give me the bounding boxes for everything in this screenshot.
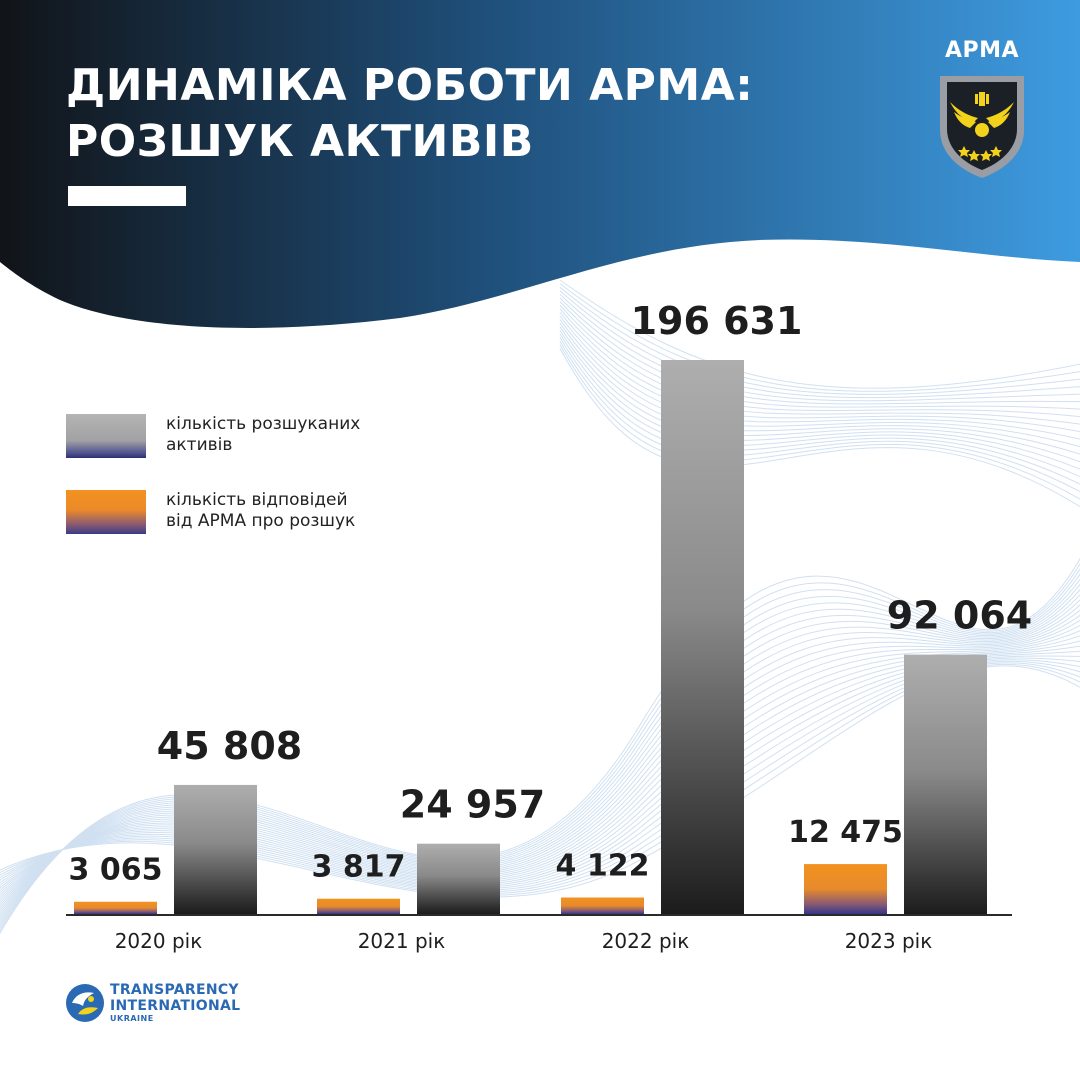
wave-line [559,279,1080,389]
wave-line [559,304,1080,418]
wave-line [559,286,1080,395]
wave-line [559,290,1080,399]
legend-label-assets-line2: активів [166,435,233,455]
wave-line [559,308,1080,425]
legend-swatch-orange [66,490,146,534]
response-bar-4 [804,864,887,914]
asset-value-label-3: 196 631 [631,299,803,343]
title-line-2: РОЗШУК АКТИВІВ [66,116,534,167]
wave-line [0,604,1080,912]
wave-line [559,294,1080,402]
asset-value-label-4: 92 064 [887,594,1032,638]
legend-label-responses-line1: кількість відповідей [166,490,348,510]
ti-org-line2: INTERNATIONAL [110,998,241,1014]
wave-line [0,614,1080,907]
globe-icon [66,984,104,1022]
response-value-label-1: 3 065 [69,853,163,888]
wave-line [559,330,1080,470]
arma-logo: АРМА [930,38,1034,184]
asset-bar-2 [417,843,500,914]
wave-line [559,340,1080,493]
wave-line [559,326,1080,463]
wave-line [559,283,1080,392]
legend-swatch-gray [66,414,146,458]
response-bar-3 [561,897,644,914]
response-value-label-2: 3 817 [312,850,406,885]
asset-bar-3 [661,360,744,914]
wave-line [559,333,1080,478]
asset-bar-4 [904,654,987,914]
transparency-international-logo: TRANSPARENCY INTERNATIONAL UKRAINE [64,980,284,1030]
wave-line [559,312,1080,433]
legend-label-responses: кількість відповідей від АРМА про розшук [166,490,466,532]
wave-line [0,624,1080,902]
ti-org-name: TRANSPARENCY INTERNATIONAL [110,982,240,1014]
shield-icon [940,76,1024,178]
page-title: ДИНАМІКА РОБОТИ АРМА: РОЗШУК АКТИВІВ [66,58,753,170]
wave-line [559,315,1080,440]
arma-logo-text: АРМА [944,38,1020,63]
response-bar-2 [317,898,400,914]
asset-bar-1 [174,784,257,914]
wave-line [559,337,1080,485]
wave-line [0,630,1080,899]
response-value-label-3: 4 122 [556,849,650,884]
asset-value-label-1: 45 808 [157,724,302,768]
header-band [0,0,1080,329]
category-label-3: 2022 рік [602,929,690,953]
legend-item-responses: кількість відповідей від АРМА про розшук [66,490,486,540]
wave-line [559,348,1080,508]
legend-label-assets-line1: кількість розшуканих [166,414,361,434]
wave-line [559,297,1080,405]
category-label-1: 2020 рік [115,929,203,953]
response-value-label-4: 12 475 [788,815,903,850]
legend-label-responses-line2: від АРМА про розшук [166,511,356,531]
wave-line [559,344,1080,500]
wave-line [559,322,1080,455]
title-line-1: ДИНАМІКА РОБОТИ АРМА: [66,60,754,111]
category-label-4: 2023 рік [845,929,933,953]
wave-line [559,319,1080,448]
ti-org-line1: TRANSPARENCY [110,982,239,998]
ti-org-country: UKRAINE [110,1014,154,1023]
category-label-2: 2021 рік [358,929,446,953]
wave-line [559,301,1080,410]
wave-line [0,619,1080,904]
response-bar-1 [74,901,157,914]
title-underline-bar [68,186,186,206]
wave-line [0,635,1080,896]
wave-line-decoration [0,279,1080,935]
asset-value-label-2: 24 957 [400,783,545,827]
legend-label-assets: кількість розшуканих активів [166,414,466,456]
legend-item-assets: кількість розшуканих активів [66,414,486,464]
